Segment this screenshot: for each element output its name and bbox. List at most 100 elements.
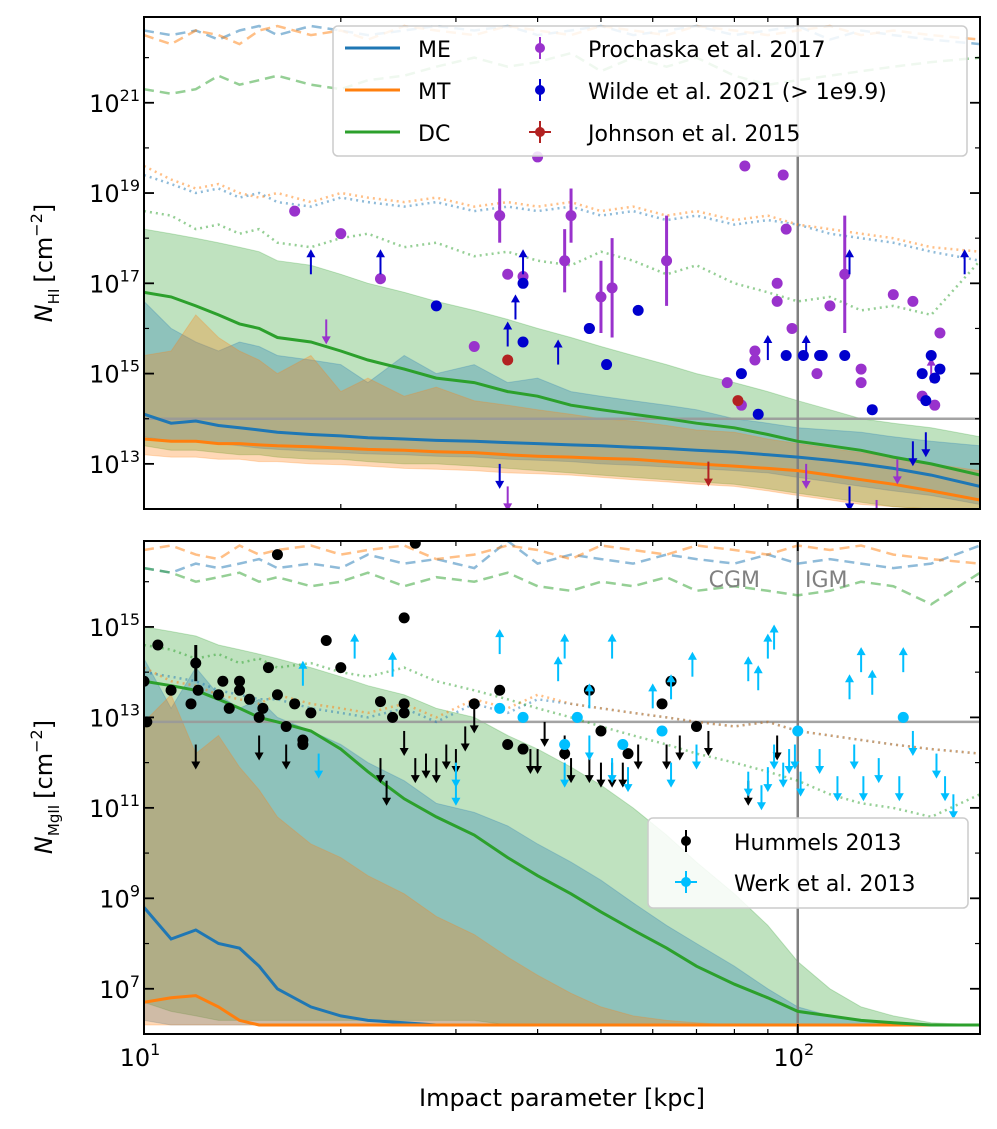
hi-prochaska-upper-limit-head	[801, 480, 811, 489]
mgii-werk-upper-limit	[623, 767, 633, 793]
mgii-werk-upper-limit	[743, 771, 753, 797]
mgii-hummels-marker	[257, 702, 269, 714]
igm-annotation: IGM	[805, 568, 848, 593]
hi-prochaska-upper-limit-head	[503, 503, 513, 509]
mgii-werk-upper-limit	[451, 762, 461, 788]
mgii-axes-frame	[143, 540, 981, 1035]
mgii-werk-upper-limit	[666, 762, 676, 788]
mgii-hummels-marker	[656, 698, 668, 710]
hi-wilde-lower-limit-head	[553, 339, 563, 348]
mgii-hummels-upper-limit	[703, 730, 713, 756]
mgii-hummels-marker	[185, 698, 197, 710]
mgii-hummels-point	[280, 720, 292, 732]
mgii-werk-upper-limit	[931, 753, 941, 779]
hi-wilde-lower-limit-head	[845, 249, 855, 258]
mgii-werk-lower-limit-head	[769, 624, 779, 633]
legend-me-label: ME	[418, 38, 451, 63]
hi-prochaska-marker	[749, 354, 761, 366]
hi-prochaska-marker	[780, 223, 792, 235]
mgii-werk-lower-limit-head	[553, 656, 563, 665]
mgii-hummels-upper-limit	[525, 749, 535, 775]
hi-observations	[289, 151, 970, 534]
hi-prochaska-point	[811, 368, 823, 380]
mgii-hummels-marker	[152, 639, 164, 651]
hi-prochaska-upper-limit	[801, 463, 811, 489]
mgii-hummels-marker	[297, 734, 309, 746]
mgii-hummels-upper-limit	[584, 758, 594, 784]
mgii-hummels-marker	[144, 716, 153, 728]
hi-prochaska-point	[739, 160, 751, 172]
mgii-hummels-upper-limit	[191, 744, 201, 770]
hi-prochaska-point	[934, 327, 946, 339]
mgii-hummels-marker	[502, 739, 514, 751]
mgii-hummels-marker	[398, 612, 410, 624]
mgii-hummels-point	[305, 707, 317, 719]
hi-prochaska-marker	[887, 289, 899, 301]
hi-prochaska-marker	[595, 291, 607, 303]
mgii-observations	[144, 541, 958, 820]
mgii-werk-lower-limit-head	[743, 656, 753, 665]
mgii-werk-lower-limit-head	[856, 647, 866, 656]
mgii-werk-upper-limit	[948, 794, 958, 820]
hi-johnson-upper-limit	[703, 461, 713, 487]
mgii-hummels-point	[468, 698, 480, 710]
hi-prochaska-upper-limit	[763, 509, 772, 534]
hi-wilde-point	[430, 300, 442, 312]
mgii-me-max-line	[144, 541, 980, 574]
mgii-hummels-point	[144, 675, 150, 687]
mgii-hummels-point	[622, 748, 634, 760]
mgii-werk-upper-limit-head	[790, 761, 800, 770]
mgii-hummels-marker	[305, 707, 317, 719]
hi-prochaska-marker	[559, 255, 571, 267]
hi-wilde-lower-limit	[960, 249, 970, 275]
hi-prochaska-point	[721, 377, 733, 389]
mgii-werk-upper-limit	[314, 753, 324, 779]
mgii-werk-upper-limit	[584, 735, 594, 761]
mgii-hummels-marker	[320, 635, 332, 647]
mgii-werk-lower-limit-head	[607, 633, 617, 642]
mgii-hummels-point	[387, 711, 399, 723]
hi-prochaska-point	[777, 169, 789, 181]
hi-wilde-lower-limit-head	[763, 335, 773, 344]
mgii-hummels-upper-limit-head	[431, 775, 441, 784]
mgii-hummels-point	[409, 541, 421, 549]
hi-prochaska-point	[494, 188, 506, 243]
hi-prochaska-upper-limit-head	[892, 476, 902, 485]
mgii-hummels-upper-limit-head	[533, 766, 543, 775]
hi-prochaska-marker	[934, 327, 946, 339]
hi-johnson-upper-limit-head	[703, 478, 713, 487]
mgii-werk-lower-limit-head	[763, 633, 773, 642]
mgii-dc-upper-line	[144, 643, 980, 819]
mgii-werk-lower-limit-head	[648, 683, 658, 692]
mgii-legend: Hummels 2013 Werk et al. 2013	[647, 817, 969, 909]
mgii-werk-upper-limit	[756, 785, 766, 811]
cgm-annotation: CGM	[709, 568, 760, 593]
mgii-werk-lower-limit-head	[298, 660, 308, 669]
mgii-werk-upper-limit-head	[815, 766, 825, 775]
hi-prochaska-marker	[824, 300, 836, 312]
mgii-werk-lower-limit-head	[495, 629, 505, 638]
mgii-hummels-point	[253, 711, 265, 723]
hi-wilde-lower-limit-head	[375, 249, 385, 258]
mgii-hummels-upper-limit	[410, 758, 420, 784]
mgii-werk-upper-limit-head	[940, 793, 950, 802]
mgii-legend-box	[647, 817, 969, 909]
hi-legend-box	[332, 25, 968, 157]
mgii-werk-upper-limit	[940, 776, 950, 802]
mgii-hummels-upper-limit-head	[375, 775, 385, 784]
mgii-hummels-point	[190, 645, 202, 682]
mgii-hummels-point	[152, 639, 164, 651]
hi-wilde-lower-limit	[801, 335, 811, 361]
mgii-werk-lower-limit-head	[845, 674, 855, 683]
mgii-hummels-point	[165, 684, 177, 696]
hi-ylabel: NHI[cm−2]	[27, 204, 63, 323]
mgii-hummels-point	[271, 549, 283, 561]
hi-wilde-lower-limit-head	[518, 249, 528, 258]
hi-prochaska-marker	[771, 295, 783, 307]
hi-prochaska-marker	[907, 295, 919, 307]
mgii-hummels-upper-limit	[375, 758, 385, 784]
mgii-hummels-upper-limit-head	[540, 738, 550, 747]
hi-wilde-marker	[916, 368, 928, 380]
hi-prochaska-upper-limit-head	[872, 517, 881, 525]
mgii-hummels-marker	[468, 698, 480, 710]
